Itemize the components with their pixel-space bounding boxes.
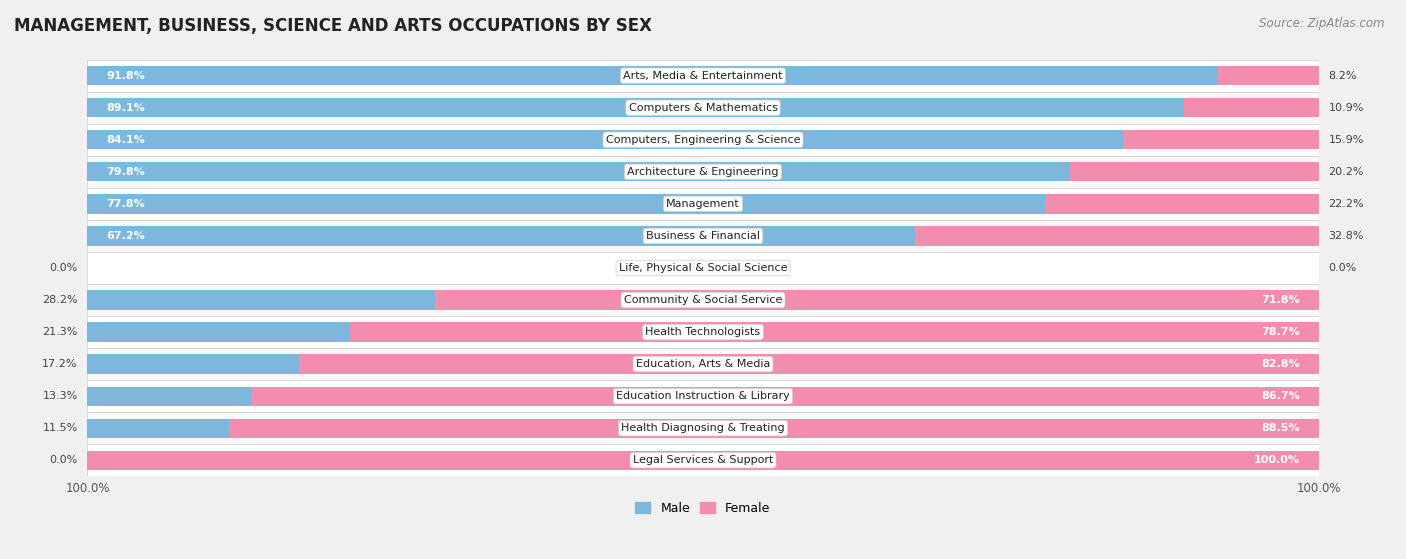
Text: Business & Financial: Business & Financial [645, 231, 761, 241]
Text: 77.8%: 77.8% [105, 199, 145, 209]
Text: 15.9%: 15.9% [1329, 135, 1364, 145]
Text: 89.1%: 89.1% [105, 103, 145, 113]
Text: 20.2%: 20.2% [1329, 167, 1364, 177]
Text: Education, Arts & Media: Education, Arts & Media [636, 359, 770, 369]
Bar [350, 323, 1319, 342]
Text: Management: Management [666, 199, 740, 209]
Text: 0.0%: 0.0% [49, 263, 77, 273]
Bar [87, 130, 1123, 149]
Bar [87, 195, 1045, 214]
Text: Architecture & Engineering: Architecture & Engineering [627, 167, 779, 177]
Text: Education Instruction & Library: Education Instruction & Library [616, 391, 790, 401]
Bar [434, 291, 1319, 310]
Text: MANAGEMENT, BUSINESS, SCIENCE AND ARTS OCCUPATIONS BY SEX: MANAGEMENT, BUSINESS, SCIENCE AND ARTS O… [14, 17, 652, 35]
FancyBboxPatch shape [87, 380, 1319, 412]
Text: 32.8%: 32.8% [1329, 231, 1364, 241]
FancyBboxPatch shape [87, 124, 1319, 156]
Bar [299, 354, 1319, 374]
FancyBboxPatch shape [87, 252, 1319, 284]
FancyBboxPatch shape [87, 412, 1319, 444]
Text: 88.5%: 88.5% [1261, 423, 1301, 433]
Text: Computers & Mathematics: Computers & Mathematics [628, 103, 778, 113]
Text: 82.8%: 82.8% [1261, 359, 1301, 369]
Text: 67.2%: 67.2% [105, 231, 145, 241]
Bar [1123, 130, 1319, 149]
Bar [1045, 195, 1319, 214]
Text: 21.3%: 21.3% [42, 327, 77, 337]
Bar [87, 354, 299, 374]
Bar [87, 323, 350, 342]
Bar [87, 66, 1218, 86]
Text: 17.2%: 17.2% [42, 359, 77, 369]
Text: Health Technologists: Health Technologists [645, 327, 761, 337]
Text: 100.0%: 100.0% [1254, 455, 1301, 465]
FancyBboxPatch shape [87, 92, 1319, 124]
Text: 8.2%: 8.2% [1329, 71, 1357, 80]
Text: Arts, Media & Entertainment: Arts, Media & Entertainment [623, 71, 783, 80]
Text: 71.8%: 71.8% [1261, 295, 1301, 305]
FancyBboxPatch shape [87, 348, 1319, 380]
Bar [87, 386, 252, 406]
Text: 0.0%: 0.0% [49, 455, 77, 465]
Bar [87, 162, 1070, 182]
FancyBboxPatch shape [87, 220, 1319, 252]
Text: Legal Services & Support: Legal Services & Support [633, 455, 773, 465]
Text: Source: ZipAtlas.com: Source: ZipAtlas.com [1260, 17, 1385, 30]
FancyBboxPatch shape [87, 316, 1319, 348]
Bar [1218, 66, 1319, 86]
Text: Life, Physical & Social Science: Life, Physical & Social Science [619, 263, 787, 273]
FancyBboxPatch shape [87, 284, 1319, 316]
Text: 84.1%: 84.1% [105, 135, 145, 145]
Text: 28.2%: 28.2% [42, 295, 77, 305]
Text: 78.7%: 78.7% [1261, 327, 1301, 337]
FancyBboxPatch shape [87, 188, 1319, 220]
Bar [87, 98, 1184, 117]
FancyBboxPatch shape [87, 156, 1319, 188]
Bar [87, 451, 1319, 470]
Text: 79.8%: 79.8% [105, 167, 145, 177]
Text: 91.8%: 91.8% [105, 71, 145, 80]
Bar [1070, 162, 1319, 182]
FancyBboxPatch shape [87, 444, 1319, 476]
Bar [252, 386, 1319, 406]
Bar [1184, 98, 1319, 117]
Bar [229, 419, 1319, 438]
Text: 11.5%: 11.5% [42, 423, 77, 433]
Text: 13.3%: 13.3% [42, 391, 77, 401]
Text: 86.7%: 86.7% [1261, 391, 1301, 401]
Bar [915, 226, 1319, 245]
Text: Community & Social Service: Community & Social Service [624, 295, 782, 305]
Text: Health Diagnosing & Treating: Health Diagnosing & Treating [621, 423, 785, 433]
Text: 0.0%: 0.0% [1329, 263, 1357, 273]
Legend: Male, Female: Male, Female [630, 497, 776, 520]
Text: Computers, Engineering & Science: Computers, Engineering & Science [606, 135, 800, 145]
Text: 10.9%: 10.9% [1329, 103, 1364, 113]
FancyBboxPatch shape [87, 60, 1319, 92]
Text: 22.2%: 22.2% [1329, 199, 1364, 209]
Bar [87, 419, 229, 438]
Bar [87, 291, 434, 310]
Bar [87, 226, 915, 245]
